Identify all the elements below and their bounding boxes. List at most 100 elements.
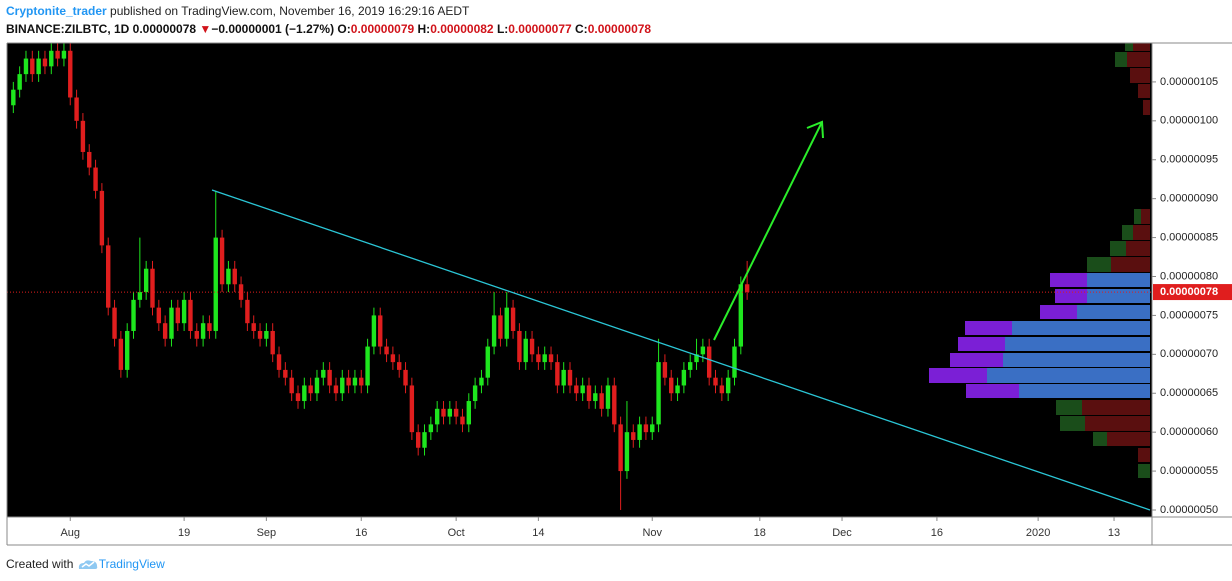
x-tick-label: 13 [1108,527,1120,539]
vp-down [1085,416,1150,431]
candle-body [346,377,351,386]
vp-va-down [1012,321,1150,335]
candle-body [359,377,364,386]
candle-body [605,385,611,409]
candle-body [384,346,389,355]
candle-body [106,245,111,308]
candle-body [580,385,585,394]
vp-va-down [1019,384,1150,398]
candle-body [498,315,503,339]
candle-body [397,362,402,370]
candle-body [447,408,453,417]
high-label: H: [417,22,431,36]
plot-area [7,43,1152,517]
vp-down [1082,400,1150,415]
candle-body [340,377,345,394]
vp-down [1133,43,1150,51]
candle-body [188,299,193,331]
vp-down [1111,257,1150,272]
candle-body [264,330,269,339]
candle-body [681,369,687,386]
candle-body [460,416,465,425]
candle-body [162,323,168,339]
candle-body [599,393,604,409]
y-tick-label: 0.00000050 [1160,504,1218,516]
candle-body [30,58,35,75]
vp-va-up [1055,289,1087,303]
vp-down [1127,52,1150,67]
candle-body [472,385,478,402]
created-with: Created with [6,557,74,571]
change: −0.00000001 (−1.27%) [211,22,335,36]
y-tick-label: 0.00000070 [1160,348,1218,360]
candle-body [434,408,440,425]
candle-body [650,424,655,433]
arrow-shaft [713,121,823,341]
candle-body [251,323,256,331]
candle-body [74,97,79,121]
vp-up [1110,241,1126,256]
candle-body [725,377,731,394]
candle-body [200,323,206,339]
candle-body [321,369,326,378]
candle-body [245,299,250,324]
vp-up [1125,43,1133,51]
vp-down [1143,100,1150,115]
last: 0.00000078 [132,22,197,36]
vp-va-down [1087,273,1150,287]
y-tick-label: 0.00000085 [1160,231,1218,243]
candle-body [156,307,162,324]
candle-body [561,369,566,386]
vp-up [1060,416,1085,431]
vp-up [1056,400,1082,415]
candle-body [662,362,668,378]
x-tick-label: Nov [642,527,662,539]
logo-line [81,561,95,568]
candle-body [656,362,661,425]
candle-body [276,354,282,370]
vp-va-down [987,368,1150,383]
candle-body [87,151,92,168]
candle-body [422,432,427,448]
candle-body [169,307,174,339]
candle-body [466,401,471,425]
candle-body [219,237,225,285]
candle-body [669,377,674,394]
x-tick-label: 18 [754,527,766,539]
y-tick-label: 0.00000055 [1160,465,1218,477]
candle-body [574,385,579,394]
x-tick-label: 2020 [1026,527,1050,539]
candle-body [593,393,598,402]
footer: Created with TradingView [6,556,165,571]
vp-va-down [1003,353,1150,367]
candle-body [390,354,396,363]
vp-va-down [1087,289,1150,303]
candle-body [49,50,54,67]
vp-down [1141,209,1150,224]
candles [7,43,1152,510]
candle-body [732,346,737,378]
candle-body [700,346,706,355]
vp-va-down [1077,305,1150,319]
vp-va-up [950,353,1003,367]
vp-up [1093,432,1107,446]
candle-body [504,307,509,339]
candle-body [542,354,547,363]
candle-body [365,346,370,386]
low: 0.00000077 [508,22,572,36]
y-tick-label: 0.00000060 [1160,426,1218,438]
candle-body [643,424,649,433]
close-label: C: [575,22,588,36]
publish-line: Cryptonite_trader published on TradingVi… [6,4,469,18]
author[interactable]: Cryptonite_trader [6,4,107,18]
arrow-head [806,120,824,139]
y-tick-label: 0.00000105 [1160,76,1218,88]
candle-body [744,284,750,293]
brand[interactable]: TradingView [98,557,165,571]
candle-body [124,330,130,370]
vp-down [1107,432,1150,446]
candle-body [327,369,332,386]
candle-body [143,268,149,293]
candle-body [283,369,288,378]
